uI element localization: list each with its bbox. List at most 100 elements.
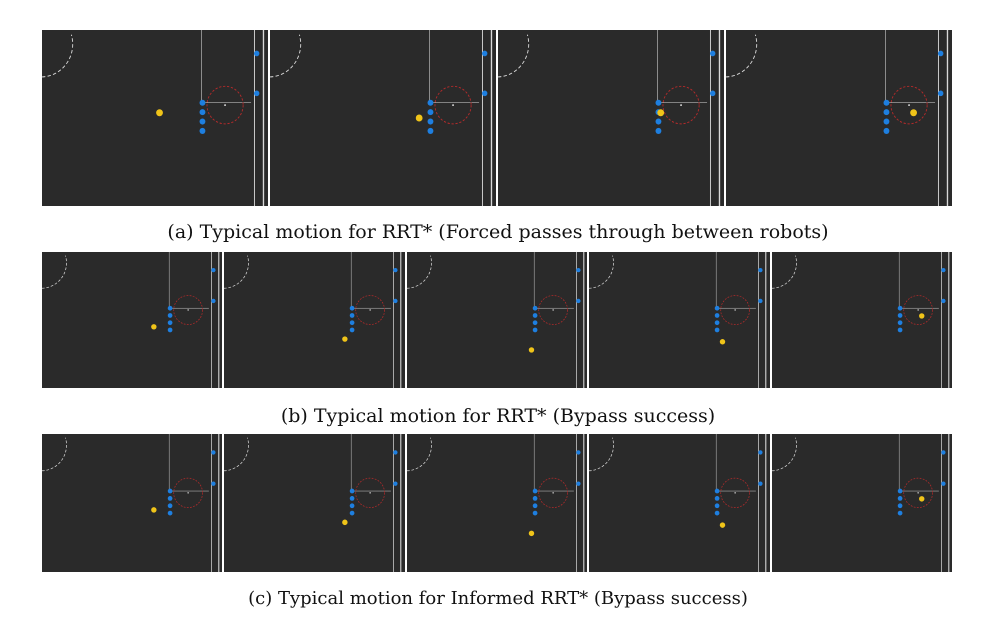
target-center [452,104,454,107]
target-center [552,309,554,311]
blue-robot [576,481,581,486]
target-center [908,104,910,107]
penalty-arc [270,34,302,78]
field-panel [771,434,953,572]
figure-row-c [42,434,953,572]
blue-robot [167,305,173,311]
blue-robot [532,510,538,516]
field-panel [42,30,268,206]
blue-robot [655,127,662,134]
field-background [42,434,223,572]
field-drawing [771,252,953,388]
blue-robot [714,503,720,509]
field-panel [589,252,770,388]
field-background [589,252,770,388]
field-drawing [406,434,588,572]
penalty-arc [224,255,250,289]
target-center [552,492,554,494]
blue-robot [199,109,206,116]
blue-robot [167,320,173,326]
blue-robot [199,127,206,134]
target-center [734,492,737,494]
blue-robot [883,118,890,125]
field-drawing [406,252,588,388]
blue-robot [167,503,173,509]
penalty-arc [771,255,797,289]
field-drawing [224,252,405,388]
blue-robot [758,481,763,486]
target-center [187,492,189,494]
target-center [224,104,226,107]
blue-robot [350,305,355,311]
field-drawing [42,434,223,572]
caption-c: (c) Typical motion for Informed RRT* (By… [248,588,748,609]
yellow-robot [910,109,917,117]
field-panel [224,434,405,572]
blue-robot [897,320,903,326]
blue-robot [350,503,355,509]
field-background [42,252,223,388]
blue-robot [883,109,890,116]
field-background [406,252,588,388]
field-background [42,30,268,206]
field-panel [270,30,496,206]
blue-robot [350,327,355,333]
yellow-robot [657,109,665,117]
field-background [589,434,770,572]
blue-robot [576,298,581,304]
penalty-arc [589,437,615,472]
field-background [224,434,405,572]
penalty-arc [498,34,530,78]
field-drawing [589,434,770,572]
blue-robot [167,327,173,333]
figure-row-a [42,30,952,206]
yellow-robot [528,530,534,537]
yellow-robot [528,347,534,353]
penalty-arc [42,34,74,78]
yellow-robot [342,336,348,342]
target-circle [206,85,244,125]
blue-robot [350,320,355,326]
blue-robot [199,118,206,125]
blue-robot [167,313,173,318]
blue-robot [211,298,216,304]
blue-robot [481,90,488,97]
field-panel [42,252,223,388]
yellow-robot [415,114,423,122]
blue-robot [532,327,538,333]
field-drawing [224,434,405,572]
blue-robot [897,327,903,333]
blue-robot [427,127,434,134]
field-panel [498,30,724,206]
field-panel [406,434,588,572]
field-panel [726,30,952,206]
field-drawing [726,30,952,206]
blue-robot [897,503,903,509]
target-circle [720,477,751,508]
blue-robot [897,510,903,516]
yellow-robot [720,339,726,345]
field-background [406,434,588,572]
field-background [498,30,724,206]
field-panel [224,252,405,388]
field-panel [771,252,953,388]
yellow-robot [342,519,348,526]
target-circle [434,85,472,125]
target-circle [173,477,203,508]
field-panel [589,434,770,572]
penalty-arc [726,34,758,78]
blue-robot [532,488,538,494]
blue-robot [350,496,355,501]
field-background [726,30,952,206]
blue-robot [714,510,720,516]
blue-robot [427,99,434,106]
target-center [917,492,919,494]
penalty-arc [224,437,250,472]
target-circle [355,477,386,508]
yellow-robot [918,313,925,319]
blue-robot [883,127,890,134]
blue-robot [532,503,538,509]
field-drawing [270,30,496,206]
blue-robot [709,50,716,57]
field-drawing [42,252,223,388]
